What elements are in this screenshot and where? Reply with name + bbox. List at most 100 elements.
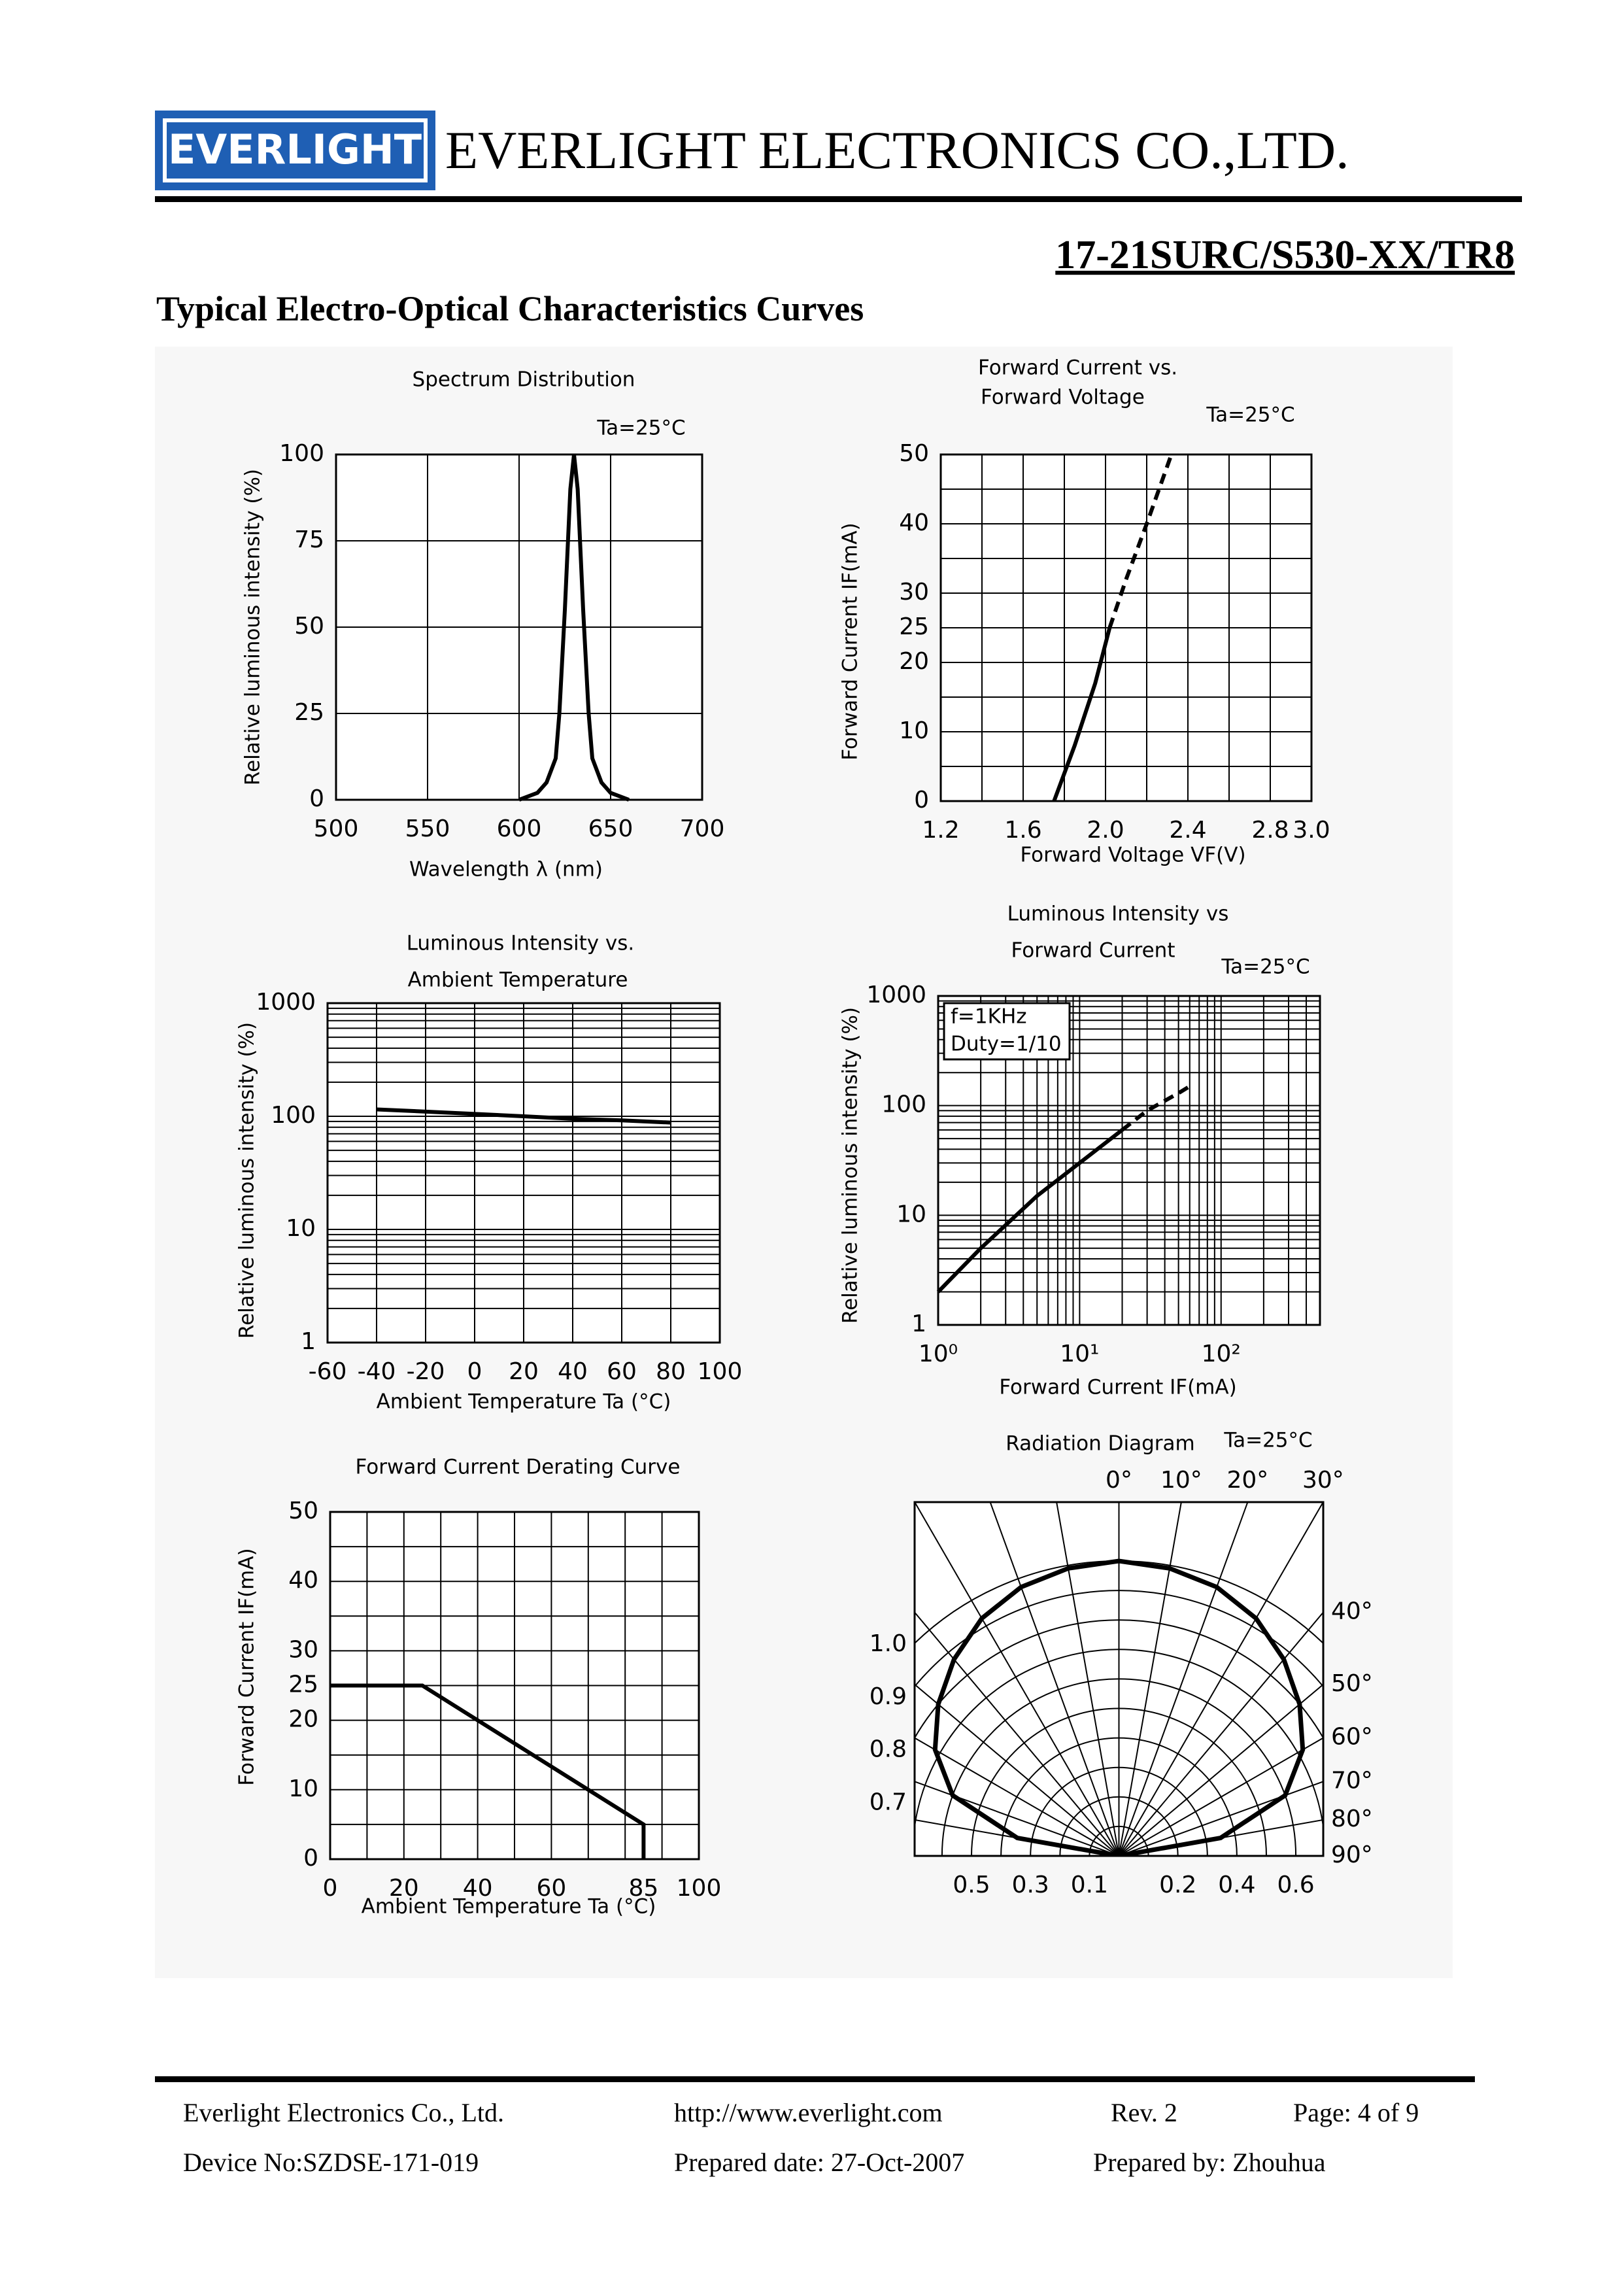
angle-label: 80° bbox=[1331, 1806, 1373, 1832]
y-tick-label: 100 bbox=[881, 1091, 926, 1118]
y-tick-label: 20 bbox=[899, 648, 929, 675]
grid-line bbox=[1118, 1502, 1249, 1856]
grid-line bbox=[1118, 1611, 1323, 1856]
r-tick-label: 0.3 bbox=[1012, 1872, 1049, 1898]
x-tick-label: 10⁰ bbox=[919, 1341, 958, 1367]
note-box bbox=[943, 1002, 1071, 1061]
footer-date: Prepared date: 27-Oct-2007 bbox=[674, 2148, 964, 2177]
annotation: Ta=25°C bbox=[1206, 403, 1294, 427]
angle-label: 10° bbox=[1160, 1467, 1202, 1494]
logo-text: EVERLIGHT bbox=[168, 126, 422, 173]
footer-company: Everlight Electronics Co., Ltd. bbox=[183, 2098, 504, 2127]
chart-title: Radiation Diagram bbox=[1005, 1432, 1194, 1456]
x-tick-label: 10¹ bbox=[1060, 1341, 1099, 1367]
x-tick-label: 0 bbox=[467, 1358, 482, 1385]
x-tick-label: 2.4 bbox=[1169, 817, 1206, 844]
series-line bbox=[376, 1107, 671, 1125]
y-tick-label: 10 bbox=[286, 1215, 316, 1242]
grid-line bbox=[1056, 1502, 1120, 1856]
section-title: Typical Electro-Optical Characteristics … bbox=[156, 289, 864, 328]
angle-label: 40° bbox=[1331, 1598, 1373, 1625]
chart-title: Forward Current bbox=[1011, 939, 1175, 963]
y-tick-label: 30 bbox=[288, 1636, 318, 1663]
y-tick-label: 1 bbox=[301, 1328, 316, 1355]
x-tick-label: 550 bbox=[405, 815, 450, 842]
y-tick-label: 50 bbox=[294, 613, 324, 640]
plot-frame bbox=[937, 995, 1321, 1326]
plot-frame bbox=[939, 453, 1313, 802]
grid-line bbox=[1118, 1737, 1323, 1856]
r-tick-label: 0.9 bbox=[870, 1683, 907, 1710]
footer-author: Prepared by: Zhouhua bbox=[1093, 2148, 1326, 2177]
x-tick-label: 0 bbox=[323, 1875, 338, 1902]
series-line bbox=[1107, 453, 1174, 628]
grid-line bbox=[915, 1737, 1119, 1856]
y-tick-label: 50 bbox=[899, 440, 929, 467]
x-tick-label: 85 bbox=[628, 1875, 658, 1902]
x-tick-label: 80 bbox=[656, 1358, 686, 1385]
footer-revision: Rev. 2 bbox=[1111, 2098, 1177, 2127]
angle-label: 50° bbox=[1331, 1670, 1373, 1697]
chart-title: Luminous Intensity vs bbox=[1007, 902, 1229, 926]
y-tick-label: 100 bbox=[279, 440, 324, 467]
r-tick-label: 0.1 bbox=[1071, 1872, 1108, 1898]
logo-box bbox=[155, 111, 435, 190]
x-tick-label: 3.0 bbox=[1293, 817, 1330, 844]
part-number: 17-21SURC/S530-XX/TR8 bbox=[1055, 233, 1515, 277]
y-tick-label: 25 bbox=[899, 613, 929, 640]
x-tick-label: 2.0 bbox=[1087, 817, 1124, 844]
chart-title: Luminous Intensity vs. bbox=[407, 932, 635, 955]
x-tick-label: -60 bbox=[309, 1358, 347, 1385]
x-tick-label: 650 bbox=[588, 815, 634, 842]
x-tick-label: 500 bbox=[314, 815, 359, 842]
y-tick-label: 10 bbox=[288, 1775, 318, 1802]
angle-label: 0° bbox=[1106, 1467, 1132, 1494]
grid-line bbox=[915, 1502, 1120, 1856]
note-text: Duty=1/10 bbox=[951, 1033, 1062, 1056]
x-tick-label: 20 bbox=[509, 1358, 539, 1385]
y-tick-label: 25 bbox=[294, 699, 324, 726]
x-axis-label: Forward Voltage VF(V) bbox=[1020, 844, 1245, 867]
r-tick-label: 0.5 bbox=[953, 1872, 990, 1898]
y-axis-label: Relative luminous intensity (%) bbox=[839, 1007, 862, 1324]
company-name: EVERLIGHT ELECTRONICS CO.,LTD. bbox=[445, 120, 1349, 180]
plot-frame bbox=[913, 1501, 1325, 1857]
y-tick-label: 50 bbox=[288, 1498, 318, 1524]
x-axis-label: Forward Current IF(mA) bbox=[999, 1376, 1236, 1399]
y-tick-label: 1000 bbox=[256, 989, 316, 1016]
x-tick-label: 10² bbox=[1202, 1341, 1241, 1367]
r-tick-label: 0.2 bbox=[1159, 1872, 1196, 1898]
chart-title: Forward Current Derating Curve bbox=[356, 1456, 681, 1479]
x-tick-label: 60 bbox=[536, 1875, 566, 1902]
r-tick-label: 0.7 bbox=[870, 1789, 907, 1815]
series-line bbox=[518, 454, 630, 802]
y-tick-label: 100 bbox=[271, 1102, 316, 1129]
y-tick-label: 10 bbox=[896, 1201, 926, 1227]
annotation: Ta=25°C bbox=[1221, 955, 1309, 979]
footer-rule bbox=[155, 2076, 1475, 2082]
footer-url: http://www.everlight.com bbox=[674, 2098, 943, 2127]
grid-line bbox=[1118, 1502, 1182, 1856]
x-axis-label: Ambient Temperature Ta (°C) bbox=[377, 1390, 671, 1414]
r-tick-label: 1.0 bbox=[870, 1630, 907, 1657]
x-axis-label: Ambient Temperature Ta (°C) bbox=[362, 1895, 656, 1919]
chart-title: Spectrum Distribution bbox=[413, 368, 635, 392]
r-tick-label: 0.4 bbox=[1218, 1872, 1255, 1898]
grid-line bbox=[915, 1683, 1120, 1856]
x-tick-label: 40 bbox=[463, 1875, 493, 1902]
y-axis-label: Relative luminous intensity (%) bbox=[241, 469, 265, 785]
x-tick-label: -20 bbox=[407, 1358, 445, 1385]
r-tick-label: 0.8 bbox=[870, 1736, 907, 1763]
angle-label: 20° bbox=[1227, 1467, 1269, 1494]
radiation-curve bbox=[932, 1558, 1306, 1856]
r-tick-label: 0.6 bbox=[1277, 1872, 1314, 1898]
chart-title: Ambient Temperature bbox=[408, 968, 628, 992]
y-tick-label: 1 bbox=[911, 1311, 926, 1337]
x-tick-label: 60 bbox=[607, 1358, 637, 1385]
series-line bbox=[330, 1683, 646, 1859]
footer-page: Page: 4 of 9 bbox=[1293, 2098, 1419, 2127]
y-axis-label: Forward Current IF(mA) bbox=[235, 1548, 259, 1785]
grid-line bbox=[1118, 1683, 1323, 1856]
